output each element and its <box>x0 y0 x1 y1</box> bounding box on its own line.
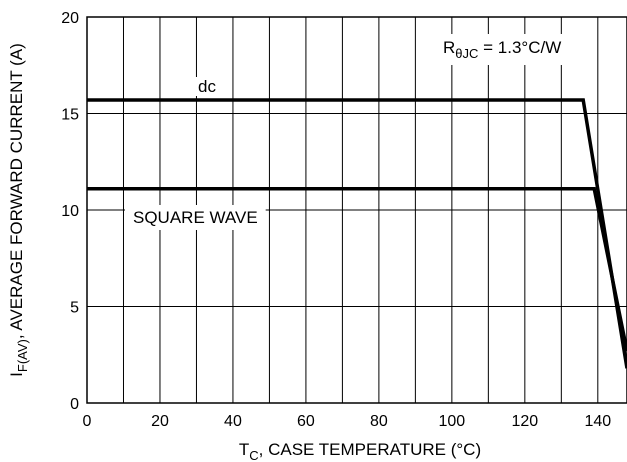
dc-label-bg <box>194 77 221 96</box>
y-axis-title-subscript: F(AV) <box>15 339 30 372</box>
x-tick-label: 40 <box>224 413 242 430</box>
annotation-subscript: θJC <box>455 46 478 61</box>
x-axis-title-main: T <box>239 440 249 459</box>
y-axis-title-main: I <box>7 372 26 377</box>
plot-frame <box>86 16 627 404</box>
series-label-dc: dc <box>198 77 216 96</box>
x-tick-label: 140 <box>584 413 611 430</box>
x-tick-label: 0 <box>83 413 92 430</box>
y-tick-label: 10 <box>61 203 79 220</box>
y-axis-title: IF(AV), AVERAGE FORWARD CURRENT (A) <box>7 43 30 377</box>
square-wave-label-bg <box>125 205 266 230</box>
x-axis-title: TC, CASE TEMPERATURE (°C) <box>239 440 481 462</box>
x-tick-labels: 0 20 40 60 80 100 120 140 <box>83 413 612 430</box>
x-tick-label: 80 <box>370 413 388 430</box>
series-line-square-wave <box>87 187 627 352</box>
x-axis-title-subscript: C <box>249 448 258 462</box>
annotation-bg <box>435 34 570 65</box>
thermal-resistance-annotation: RθJC = 1.3°C/W <box>443 38 561 61</box>
y-tick-label: 15 <box>61 107 79 124</box>
x-tick-label: 60 <box>297 413 315 430</box>
series-lines <box>87 98 627 369</box>
annotation-main: R <box>443 38 455 57</box>
x-axis-title-rest: , CASE TEMPERATURE (°C) <box>259 440 481 459</box>
y-tick-label: 5 <box>70 300 79 317</box>
y-tick-label: 0 <box>70 396 79 413</box>
y-axis-title-rest: , AVERAGE FORWARD CURRENT (A) <box>7 43 26 339</box>
series-label-square-wave: SQUARE WAVE <box>133 208 258 227</box>
x-tick-label: 20 <box>151 413 169 430</box>
x-tick-label: 120 <box>511 413 538 430</box>
x-tick-label: 100 <box>439 413 466 430</box>
y-tick-labels: 0 5 10 15 20 <box>61 10 79 413</box>
y-tick-label: 20 <box>61 10 79 27</box>
annotation-rest: = 1.3°C/W <box>478 38 561 57</box>
